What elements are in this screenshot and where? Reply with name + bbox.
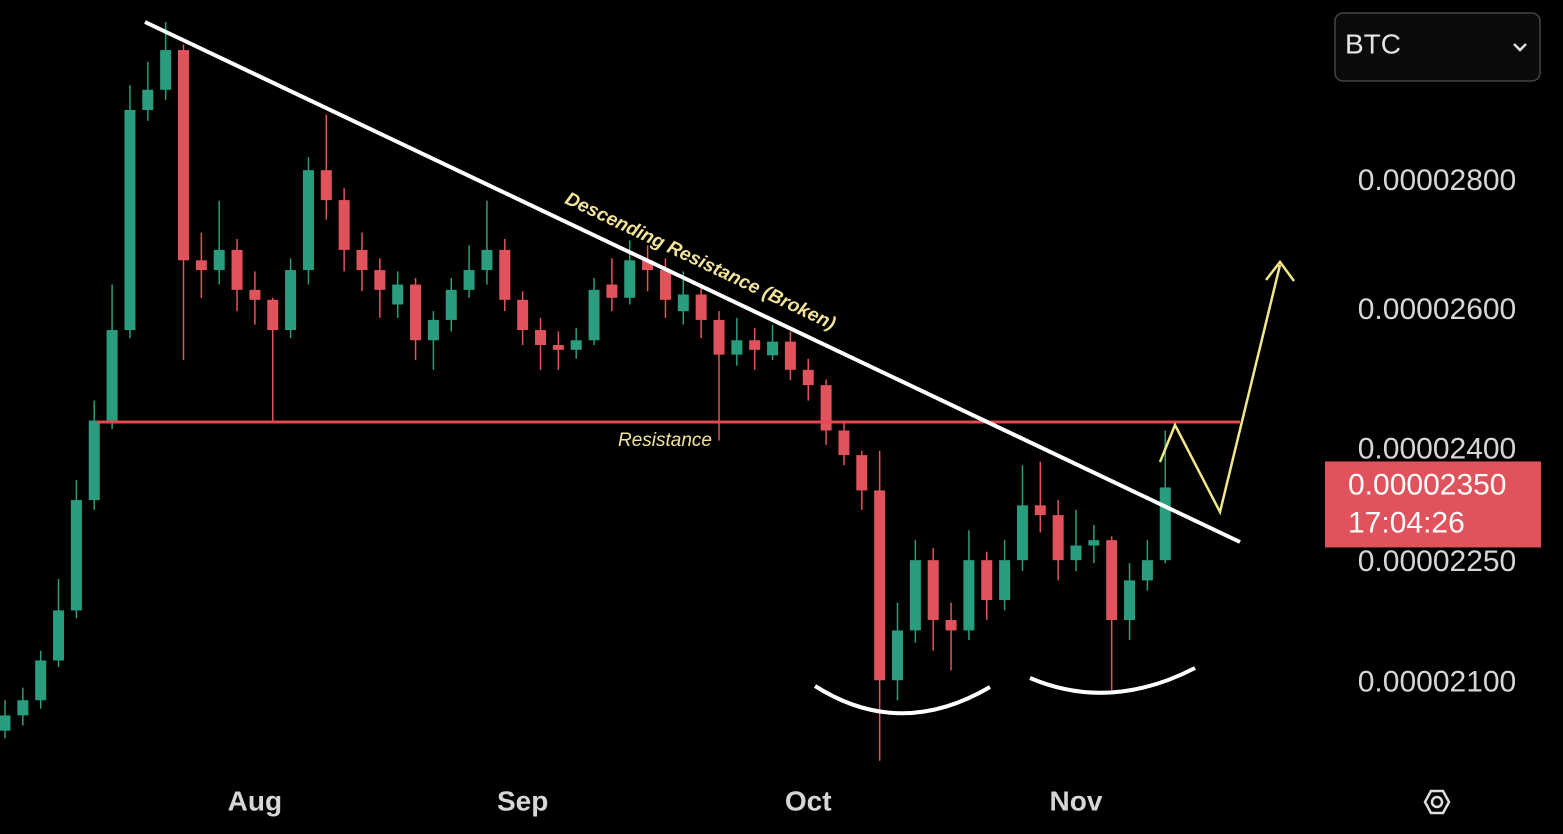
y-tick-label: 0.00002800 xyxy=(1358,164,1517,197)
candle-body xyxy=(874,490,886,681)
candle-body xyxy=(838,430,850,456)
candle-body xyxy=(35,660,47,701)
y-tick-label: 0.00002100 xyxy=(1358,665,1517,698)
candle-body xyxy=(677,294,689,312)
candle-body xyxy=(285,270,297,331)
candle-body xyxy=(642,260,654,271)
candle-body xyxy=(749,340,761,350)
projection-path xyxy=(1158,264,1282,516)
candle-body xyxy=(588,289,600,341)
candle-body xyxy=(820,385,832,431)
bottom-arc xyxy=(813,684,992,716)
x-tick-label: Oct xyxy=(785,785,832,816)
candle-body xyxy=(374,270,386,290)
candle-body xyxy=(606,284,618,298)
candle-body xyxy=(1124,580,1136,620)
y-tick-label: 0.00002600 xyxy=(1358,293,1517,326)
symbol-label[interactable]: BTC xyxy=(1345,28,1401,59)
candle-body xyxy=(963,560,975,631)
candle-body xyxy=(517,299,529,331)
candle-body xyxy=(624,260,636,298)
x-tick-label: Sep xyxy=(497,785,548,816)
descending-trendline xyxy=(144,20,1241,544)
candle-body xyxy=(338,200,350,250)
candle-body xyxy=(427,319,439,341)
candle-body xyxy=(249,289,261,300)
y-axis: 0.00002100 0.00002250 0.00002400 0.00002600… xyxy=(1358,164,1517,699)
x-tick-label: Nov xyxy=(1050,785,1103,816)
candle-body xyxy=(124,109,136,331)
dropdown-chevron[interactable] xyxy=(1513,43,1527,52)
candle-body xyxy=(195,260,207,271)
candle-body xyxy=(320,170,332,201)
candle-body xyxy=(731,340,743,355)
candle-body xyxy=(802,369,814,386)
candle-body xyxy=(88,420,100,501)
candle-body xyxy=(392,284,404,305)
bottom-arc xyxy=(1029,666,1196,695)
candle-body xyxy=(1034,505,1046,516)
resistance-label: Resistance xyxy=(618,430,712,451)
candle-body xyxy=(142,89,154,110)
x-tick-label: Aug xyxy=(228,785,282,816)
candle-body xyxy=(302,170,314,271)
candle-body xyxy=(410,284,422,341)
candle-body xyxy=(945,619,957,631)
y-tick-label: 0.00002250 xyxy=(1358,545,1517,578)
candle-body xyxy=(1016,505,1028,561)
candles xyxy=(0,22,1171,761)
settings-icon[interactable] xyxy=(1423,789,1451,815)
candle-body xyxy=(1052,515,1064,561)
projection-arrowhead xyxy=(1265,259,1296,282)
candle-body xyxy=(1070,545,1082,561)
symbol-select[interactable]: BTC xyxy=(1334,12,1541,82)
candle-body xyxy=(892,630,903,681)
price-badge-bg xyxy=(1325,461,1541,548)
candle-body xyxy=(70,500,82,611)
candle-body xyxy=(927,560,939,620)
y-tick-label: 0.00002400 xyxy=(1358,433,1517,466)
candle-body xyxy=(499,249,511,300)
candle-body xyxy=(784,341,796,370)
candle-body xyxy=(1106,540,1118,620)
candle-body xyxy=(106,330,118,421)
candle-body xyxy=(535,330,546,346)
candle-body xyxy=(178,50,189,261)
candle-body xyxy=(160,50,172,90)
candle-body xyxy=(445,289,457,320)
settings-icon-center[interactable] xyxy=(1430,795,1444,809)
candle-body xyxy=(1159,487,1171,561)
candle-body xyxy=(231,249,243,290)
candle-body xyxy=(981,560,993,601)
candle-body xyxy=(909,560,921,631)
candle-body xyxy=(356,249,368,271)
candle-body xyxy=(213,249,225,271)
candle-body xyxy=(659,270,671,300)
countdown: 17:04:26 xyxy=(1348,506,1465,539)
candle-body xyxy=(53,610,65,661)
settings-button[interactable] xyxy=(1423,789,1451,815)
candle-body xyxy=(767,341,779,356)
candle-body xyxy=(856,455,868,491)
candle-body xyxy=(695,294,707,320)
candle-body xyxy=(552,345,564,350)
candle-body xyxy=(0,715,11,731)
price-badge: 0.00002350 17:04:26 xyxy=(1325,461,1541,548)
last-price: 0.00002350 xyxy=(1348,468,1507,501)
symbol-select-box[interactable] xyxy=(1334,12,1541,82)
candle-body xyxy=(570,340,582,350)
candle-body xyxy=(1141,560,1153,581)
candle-body xyxy=(713,319,725,355)
candle-body xyxy=(999,560,1011,601)
candle-body xyxy=(1088,540,1100,546)
candle-body xyxy=(267,299,279,331)
candle-body xyxy=(463,270,475,290)
candle-body xyxy=(481,249,493,271)
candle-body xyxy=(17,700,29,716)
